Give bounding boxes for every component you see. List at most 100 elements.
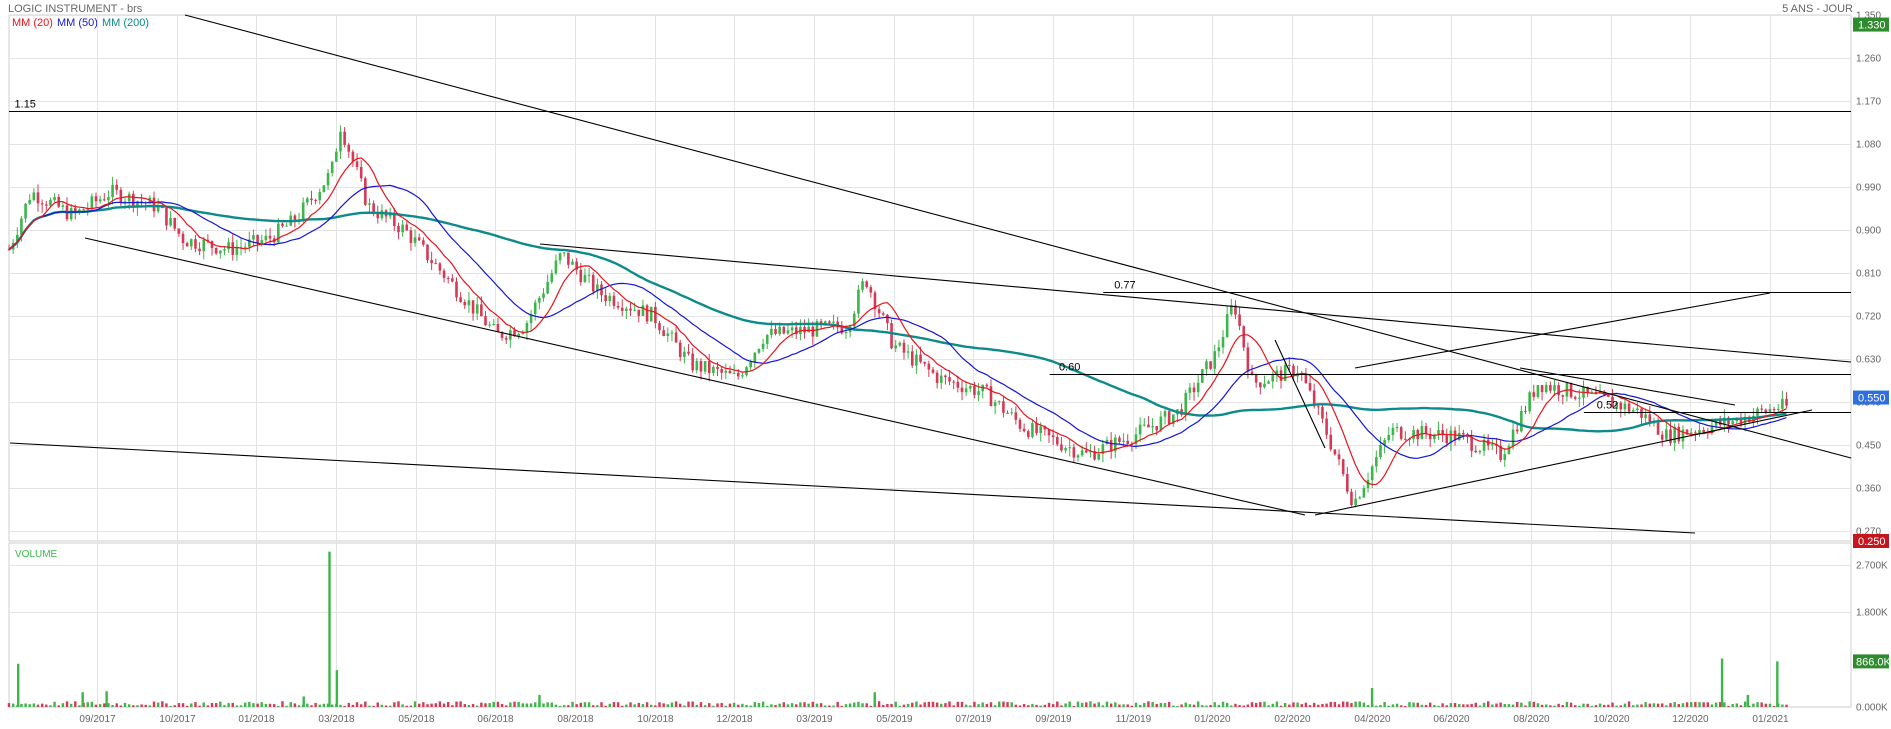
candle bbox=[1404, 431, 1407, 441]
candle-body bbox=[484, 316, 487, 326]
volume-bar bbox=[935, 702, 939, 707]
candle bbox=[318, 188, 322, 205]
candle-body bbox=[451, 278, 454, 282]
volume-bar bbox=[956, 701, 960, 707]
candle bbox=[1619, 401, 1623, 418]
candle-body bbox=[699, 361, 703, 372]
candle bbox=[1557, 382, 1560, 402]
candlesticks bbox=[7, 125, 1788, 508]
candle bbox=[1076, 454, 1080, 462]
candle-body bbox=[314, 199, 317, 201]
candle-body bbox=[1718, 419, 1722, 425]
candle-body bbox=[857, 289, 860, 314]
price-tick-label: 0.900 bbox=[1856, 226, 1881, 237]
candle-body bbox=[1627, 403, 1631, 412]
candle bbox=[430, 251, 433, 271]
candle-body bbox=[612, 295, 616, 306]
candle bbox=[782, 326, 786, 335]
volume-bar bbox=[1702, 702, 1705, 707]
candle bbox=[1002, 395, 1005, 418]
candle bbox=[194, 235, 197, 253]
candle-body bbox=[1122, 440, 1125, 442]
candle bbox=[1010, 408, 1014, 416]
candle-body bbox=[1578, 397, 1581, 399]
volume-bar bbox=[1623, 703, 1627, 707]
candle-body bbox=[1055, 437, 1059, 445]
volume-bar bbox=[467, 705, 471, 707]
candle bbox=[1420, 420, 1424, 440]
candle-body bbox=[1727, 417, 1730, 425]
candle-body bbox=[546, 281, 549, 294]
candle bbox=[310, 190, 313, 205]
volume-bar bbox=[1545, 704, 1548, 707]
volume-spike bbox=[538, 694, 541, 707]
volume-bar bbox=[587, 702, 591, 707]
candle bbox=[405, 221, 409, 232]
candle bbox=[413, 229, 417, 247]
volume-bar bbox=[1238, 705, 1241, 707]
candle-body bbox=[1648, 414, 1652, 424]
candle bbox=[591, 272, 595, 295]
candle-body bbox=[1312, 390, 1316, 407]
volume-bar bbox=[1399, 705, 1403, 707]
moving-average-50 bbox=[8, 184, 1787, 459]
candle-body bbox=[1520, 410, 1523, 432]
volume-bar bbox=[198, 705, 201, 707]
candle-body bbox=[409, 230, 413, 243]
candle bbox=[1134, 427, 1138, 450]
volume-bar bbox=[161, 701, 164, 707]
volume-bar bbox=[608, 703, 611, 707]
candle bbox=[1499, 440, 1502, 463]
candle bbox=[1234, 300, 1237, 320]
candle-body bbox=[500, 332, 504, 338]
candle-body bbox=[1271, 373, 1275, 382]
volume-bar bbox=[1710, 704, 1714, 707]
candle-body bbox=[132, 193, 135, 208]
candle-body bbox=[952, 381, 956, 383]
volume-bar bbox=[658, 702, 661, 707]
volume-bar bbox=[703, 705, 707, 707]
time-tick-label: 08/2020 bbox=[1513, 714, 1550, 725]
volume-bar bbox=[1155, 703, 1158, 707]
candle bbox=[712, 365, 715, 376]
candle bbox=[612, 291, 616, 310]
volume-bar bbox=[1752, 703, 1755, 707]
candle bbox=[608, 292, 612, 307]
chart-range-label[interactable]: 5 ANS - JOUR bbox=[1782, 3, 1853, 15]
volume-bar bbox=[152, 701, 156, 707]
candle-body bbox=[1404, 438, 1407, 440]
candle bbox=[438, 262, 442, 275]
volume-bar bbox=[297, 705, 301, 707]
volume-bar bbox=[488, 703, 491, 707]
volume-bar bbox=[210, 702, 214, 707]
volume-bar bbox=[1143, 702, 1146, 707]
candle-body bbox=[629, 308, 632, 311]
candle bbox=[376, 205, 380, 224]
volume-bar bbox=[1279, 705, 1283, 707]
candle-body bbox=[488, 324, 491, 326]
candle bbox=[554, 254, 558, 275]
candle-body bbox=[1147, 424, 1150, 428]
volume-bar bbox=[795, 704, 798, 707]
volume-bar bbox=[442, 703, 446, 707]
volume-bar bbox=[148, 705, 152, 707]
candle bbox=[1209, 361, 1212, 371]
volume-bar bbox=[1064, 703, 1067, 707]
volume-bar bbox=[600, 702, 603, 707]
candle-body bbox=[1279, 370, 1283, 381]
volume-bar bbox=[1089, 701, 1092, 707]
candle-body bbox=[467, 300, 471, 306]
volume-bar bbox=[318, 704, 321, 707]
volume-bar bbox=[1109, 703, 1113, 707]
volume-bar bbox=[285, 705, 288, 707]
volume-bar bbox=[1652, 703, 1656, 707]
volume-bar bbox=[853, 702, 856, 707]
candle-body bbox=[376, 213, 380, 219]
volume-bar bbox=[1196, 701, 1200, 707]
volume-bar bbox=[848, 703, 852, 707]
volume-bar bbox=[1275, 701, 1279, 707]
volume-bar bbox=[1611, 702, 1614, 707]
candle-body bbox=[1329, 434, 1333, 450]
volume-bar bbox=[927, 701, 931, 707]
